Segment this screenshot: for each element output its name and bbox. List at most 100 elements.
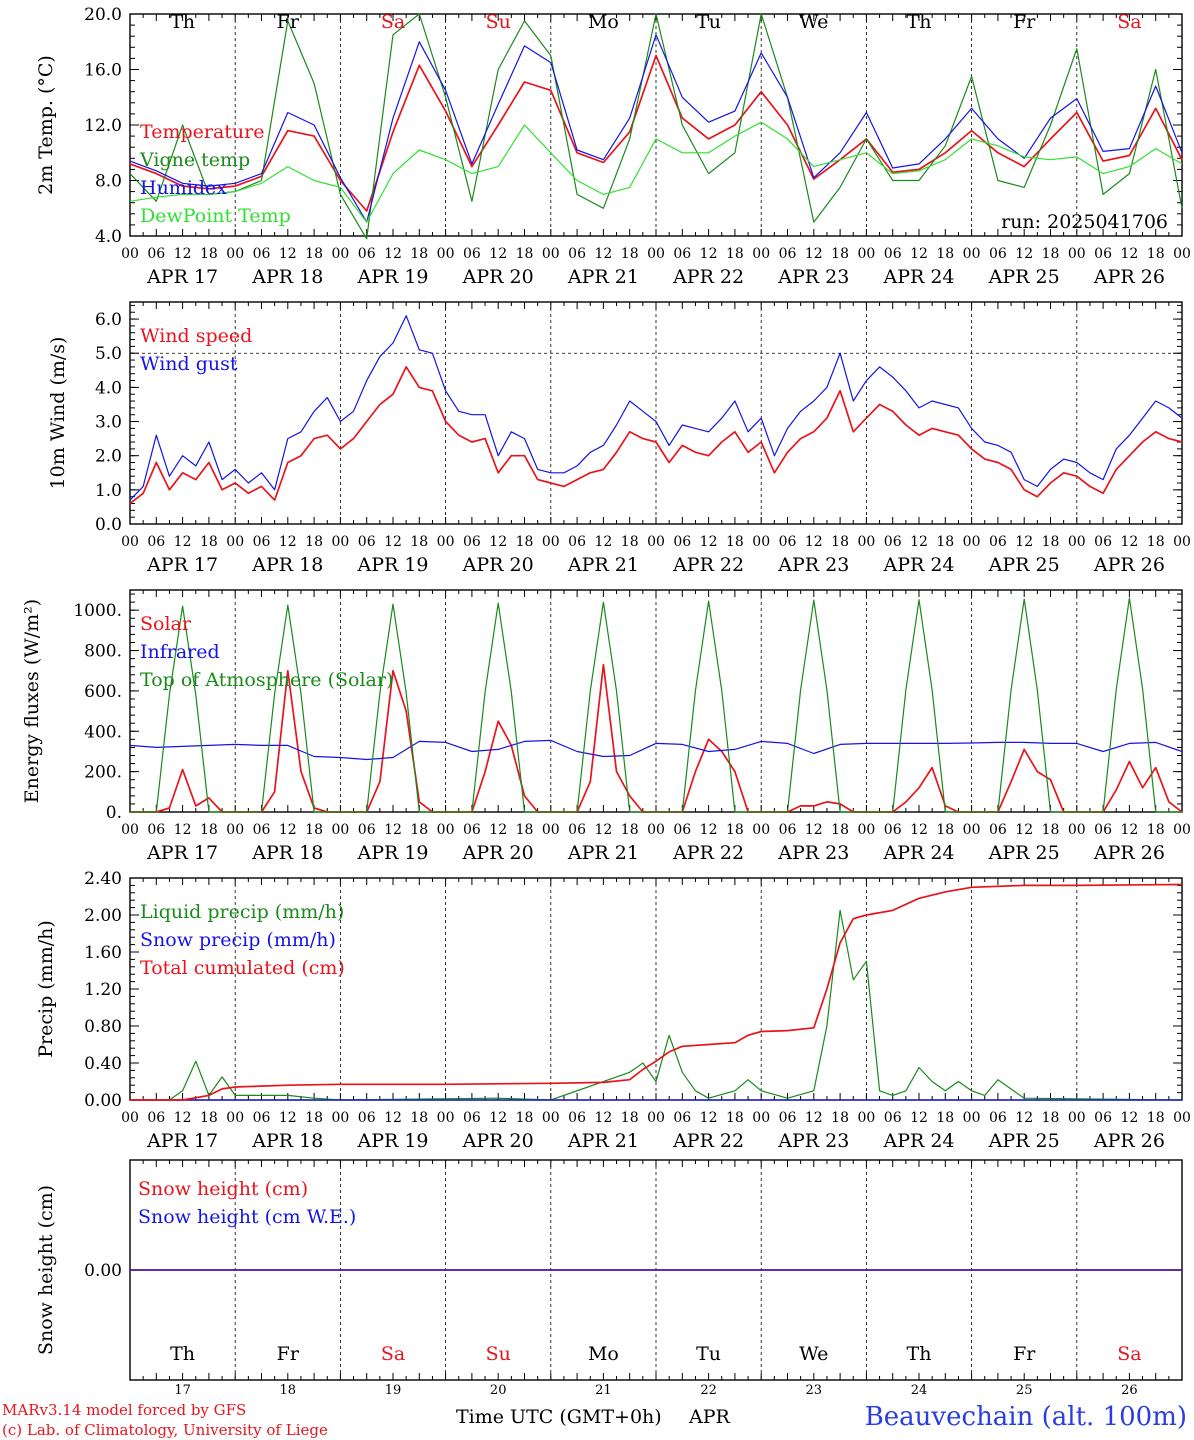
footer: MARv3.14 model forced by GFS (c) Lab. of… xyxy=(2,1401,1187,1439)
hour-tick-label: 18 xyxy=(305,534,323,550)
date-label: APR 22 xyxy=(672,842,744,864)
hour-tick-label: 06 xyxy=(779,1110,797,1126)
hour-tick-label: 00 xyxy=(752,1110,770,1126)
date-label: APR 23 xyxy=(777,266,849,288)
date-label: APR 21 xyxy=(567,842,639,864)
hour-tick-label: 00 xyxy=(1173,822,1191,838)
date-label: APR 20 xyxy=(462,266,534,288)
hour-tick-label: 00 xyxy=(437,1110,455,1126)
hour-tick-label: 00 xyxy=(857,534,875,550)
series-line xyxy=(129,13,1183,240)
y-tick-label: 0.0 xyxy=(95,515,122,535)
hour-tick-label: 06 xyxy=(1094,822,1112,838)
legend-entry: Vigne temp xyxy=(139,149,250,171)
hour-tick-label: 06 xyxy=(673,534,691,550)
hour-tick-label: 06 xyxy=(358,246,376,262)
legend-entry: Top of Atmosphere (Solar) xyxy=(140,669,393,691)
hour-tick-label: 18 xyxy=(1042,246,1060,262)
hour-tick-label: 00 xyxy=(437,822,455,838)
weekday-labels: Th Fr Sa Su Mo Tu We Th Fr Sa xyxy=(170,11,1141,33)
hour-tick-label: 12 xyxy=(910,534,928,550)
panel-temperature: 2m Temp. (°C) run: 2025041706 4.0 8.0 12.0… xyxy=(35,5,1191,288)
y-tick-label: 1.0 xyxy=(95,481,122,501)
hour-tick-label: 18 xyxy=(410,246,428,262)
series-lines xyxy=(129,13,1183,240)
hour-tick-label: 00 xyxy=(331,822,349,838)
series-line xyxy=(129,54,1183,212)
hour-tick-label: 06 xyxy=(884,822,902,838)
date-label: APR 25 xyxy=(988,554,1060,576)
series-line xyxy=(129,739,1183,761)
hour-tick-label: 00 xyxy=(857,246,875,262)
hour-tick-label: 00 xyxy=(963,1110,981,1126)
hour-tick-label: 12 xyxy=(174,534,192,550)
hour-tick-label: 18 xyxy=(831,534,849,550)
hour-tick-label: 18 xyxy=(1042,534,1060,550)
day-number-label: 26 xyxy=(1121,1383,1138,1398)
y-tick-label: 4.0 xyxy=(95,378,122,398)
day-dividers xyxy=(234,590,1078,812)
hour-tick-label: 18 xyxy=(621,1110,639,1126)
date-label: APR 23 xyxy=(777,554,849,576)
y-tick-label: 0.80 xyxy=(84,1017,122,1037)
date-label: APR 20 xyxy=(462,554,534,576)
weekday-label: Th xyxy=(907,1343,932,1365)
hour-tick-label: 06 xyxy=(463,1110,481,1126)
day-number-label: 21 xyxy=(595,1383,612,1398)
hour-tick-label: 00 xyxy=(542,1110,560,1126)
hour-tick-label: 06 xyxy=(147,1110,165,1126)
hour-tick-label: 12 xyxy=(489,822,507,838)
hour-tick-label: 18 xyxy=(200,822,218,838)
hour-tick-label: 12 xyxy=(1120,822,1138,838)
hour-tick-label: 12 xyxy=(805,246,823,262)
date-label: APR 25 xyxy=(988,842,1060,864)
lab-credit: (c) Lab. of Climatology, University of L… xyxy=(2,1421,328,1439)
y-axis-label: 10m Wind (m/s) xyxy=(47,337,69,490)
date-label: APR 25 xyxy=(988,266,1060,288)
day-number-labels: 17 18 19 20 21 22 23 24 25 26 xyxy=(174,1383,1137,1398)
hour-tick-label: 00 xyxy=(331,246,349,262)
weekday-label: Th xyxy=(907,11,932,33)
hour-tick-label: 00 xyxy=(331,1110,349,1126)
series-line xyxy=(130,909,1183,1101)
legend-entry: Snow precip (mm/h) xyxy=(140,929,336,951)
hour-tick-label: 18 xyxy=(200,534,218,550)
hour-tick-label: 06 xyxy=(463,534,481,550)
hour-tick-label: 12 xyxy=(489,534,507,550)
hour-tick-label: 00 xyxy=(857,1110,875,1126)
hour-tick-label: 00 xyxy=(857,822,875,838)
hour-tick-label: 12 xyxy=(594,534,612,550)
hour-tick-label: 18 xyxy=(410,1110,428,1126)
weekday-label: Th xyxy=(170,1343,195,1365)
hour-tick-label: 18 xyxy=(726,822,744,838)
hour-tick-label: 06 xyxy=(884,1110,902,1126)
day-number-label: 17 xyxy=(174,1383,191,1398)
date-label: APR 21 xyxy=(567,266,639,288)
date-label: APR 24 xyxy=(882,554,954,576)
hour-tick-label: 00 xyxy=(226,246,244,262)
day-number-label: 20 xyxy=(490,1383,507,1398)
hour-tick-label: 12 xyxy=(174,1110,192,1126)
y-tick-label: 0.00 xyxy=(84,1261,122,1281)
hour-tick-label: 18 xyxy=(200,1110,218,1126)
x-axis-labels: 00 06 12 18 APR 17 00 06 12 18 APR 18 00 06 12 18 APR … xyxy=(121,246,1191,288)
date-label: APR 24 xyxy=(882,1130,954,1152)
hour-tick-label: 00 xyxy=(1068,822,1086,838)
legend-entry: DewPoint Temp xyxy=(140,205,291,227)
hour-tick-label: 06 xyxy=(673,822,691,838)
date-label: APR 22 xyxy=(672,1130,744,1152)
hour-tick-label: 18 xyxy=(936,534,954,550)
date-label: APR 19 xyxy=(356,554,428,576)
legend-entry: Snow height (cm) xyxy=(138,1178,308,1200)
hour-tick-label: 00 xyxy=(121,1110,139,1126)
legend-entry: Total cumulated (cm) xyxy=(140,957,345,979)
hour-tick-label: 18 xyxy=(831,822,849,838)
hour-tick-label: 12 xyxy=(279,246,297,262)
hour-tick-label: 06 xyxy=(147,534,165,550)
series-line xyxy=(129,34,1183,223)
model-credit: MARv3.14 model forced by GFS xyxy=(2,1401,246,1419)
hour-tick-label: 18 xyxy=(1042,1110,1060,1126)
hour-tick-label: 06 xyxy=(253,822,271,838)
hour-tick-label: 00 xyxy=(963,246,981,262)
